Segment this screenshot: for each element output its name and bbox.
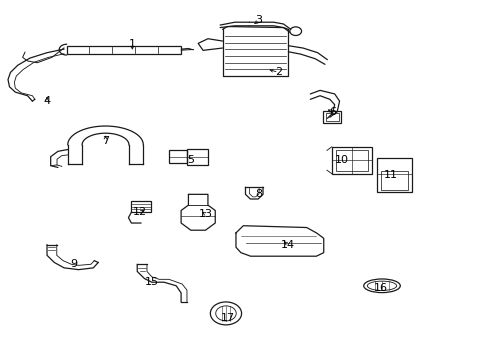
- Text: 14: 14: [281, 239, 295, 249]
- Text: 6: 6: [328, 107, 335, 117]
- Text: 2: 2: [275, 67, 282, 77]
- Text: 8: 8: [255, 189, 262, 199]
- Bar: [168, 150, 187, 163]
- Text: 4: 4: [43, 96, 50, 106]
- Text: 3: 3: [255, 15, 262, 26]
- Text: 11: 11: [383, 170, 397, 180]
- Bar: [131, 201, 151, 212]
- Text: 13: 13: [198, 209, 212, 219]
- Bar: [380, 171, 407, 189]
- Text: 5: 5: [187, 155, 194, 165]
- Bar: [66, 45, 181, 54]
- Text: 7: 7: [102, 136, 109, 145]
- Bar: [376, 158, 411, 192]
- Text: 10: 10: [334, 155, 348, 165]
- Text: 15: 15: [144, 277, 159, 287]
- Text: 1: 1: [128, 39, 136, 49]
- Bar: [335, 150, 367, 171]
- Bar: [331, 147, 371, 174]
- Text: 16: 16: [373, 283, 387, 293]
- Text: 12: 12: [132, 207, 146, 217]
- Bar: [187, 149, 207, 165]
- Text: 17: 17: [220, 313, 234, 323]
- Text: 9: 9: [70, 259, 77, 269]
